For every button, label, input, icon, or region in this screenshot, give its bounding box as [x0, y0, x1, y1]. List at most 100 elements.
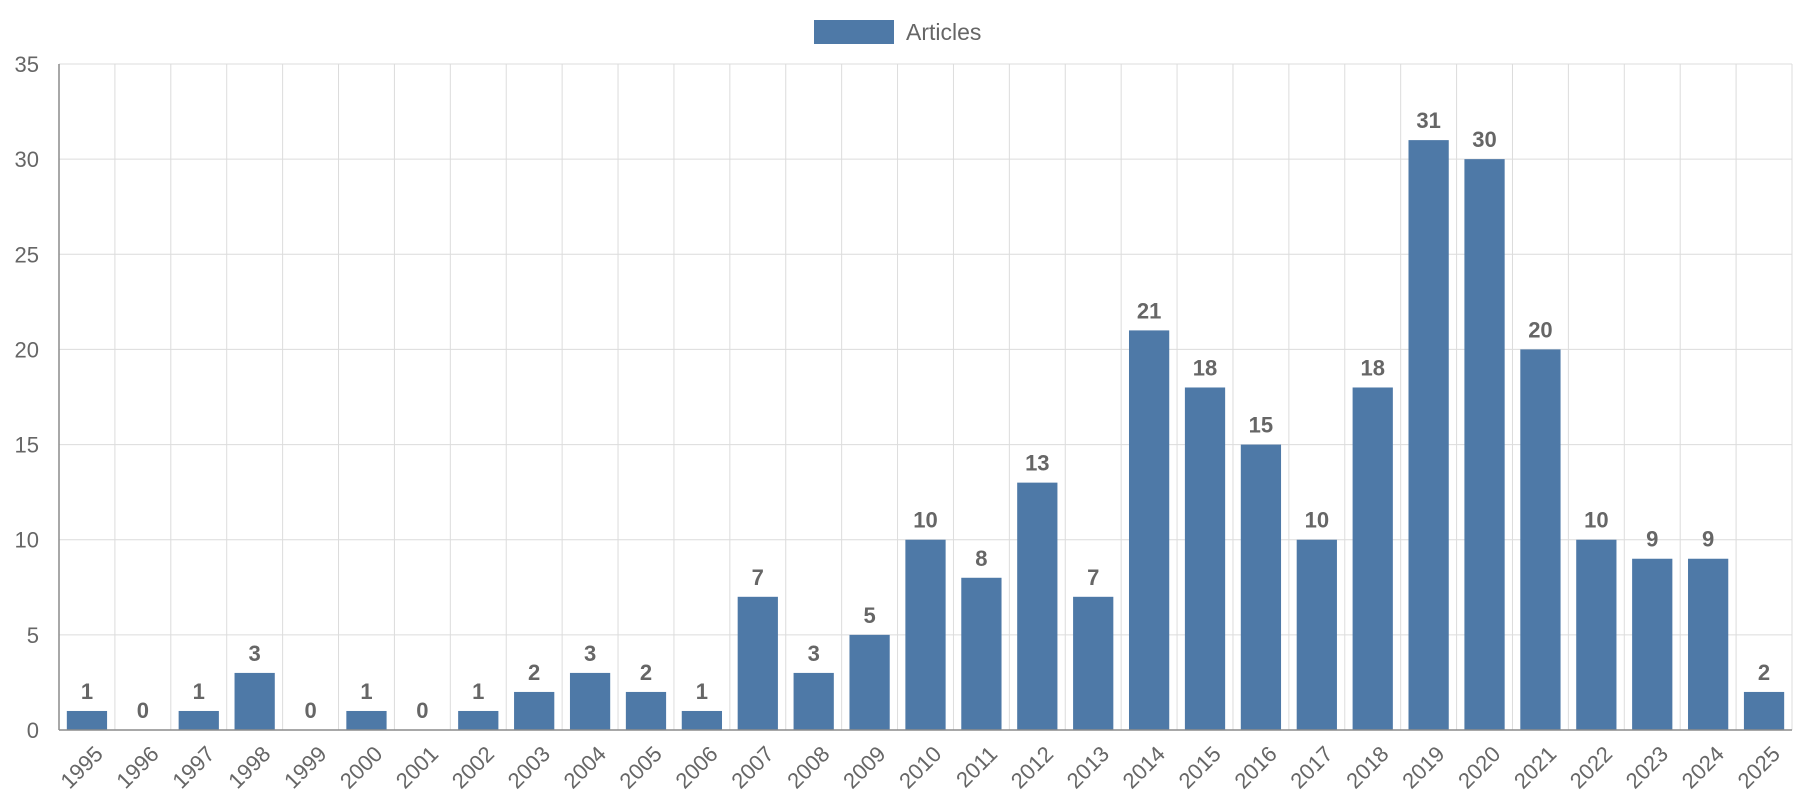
bars [66, 140, 1785, 731]
bar[interactable] [1743, 691, 1785, 730]
bar[interactable] [178, 710, 219, 730]
x-tick-label: 2012 [1006, 741, 1058, 793]
x-tick-label: 2009 [838, 741, 890, 793]
data-label: 3 [584, 641, 596, 666]
bar[interactable] [1128, 330, 1170, 730]
x-tick-label: 2015 [1174, 741, 1226, 793]
bar[interactable] [1408, 140, 1449, 731]
x-tick-label: 2024 [1677, 741, 1729, 793]
x-tick-label: 1997 [167, 741, 219, 793]
data-label: 7 [1087, 565, 1099, 590]
x-tick-label: 2016 [1229, 741, 1281, 793]
data-label: 3 [249, 641, 261, 666]
data-label: 7 [752, 565, 764, 590]
data-label: 1 [193, 679, 205, 704]
x-tick-label: 2001 [391, 741, 443, 793]
bar[interactable] [849, 634, 890, 730]
x-tick-label: 2007 [726, 741, 778, 793]
bar[interactable] [66, 710, 108, 730]
data-label: 1 [360, 679, 372, 704]
x-tick-label: 2023 [1621, 741, 1673, 793]
data-label: 9 [1702, 527, 1714, 552]
y-tick-label: 0 [27, 718, 39, 743]
y-tick-label: 25 [15, 242, 39, 267]
x-tick-label: 1996 [111, 741, 163, 793]
data-label: 18 [1360, 355, 1384, 380]
bar[interactable] [1632, 558, 1673, 730]
y-tick-label: 30 [15, 147, 39, 172]
bar[interactable] [961, 577, 1002, 730]
x-tick-label: 2025 [1733, 741, 1785, 793]
x-tick-label: 2019 [1397, 741, 1449, 793]
bar[interactable] [458, 710, 499, 730]
data-label: 0 [137, 698, 149, 723]
bar[interactable] [1520, 349, 1561, 730]
data-label: 1 [696, 679, 708, 704]
x-tick-label: 2018 [1341, 741, 1393, 793]
data-label: 15 [1249, 413, 1273, 438]
axes [58, 64, 1792, 731]
bar[interactable] [625, 691, 667, 730]
x-tick-label: 1995 [56, 741, 108, 793]
bar[interactable] [905, 539, 946, 730]
y-tick-label: 5 [27, 623, 39, 648]
data-label: 20 [1528, 317, 1552, 342]
data-label: 10 [1305, 508, 1329, 533]
x-tick-label: 2011 [951, 741, 1002, 792]
data-label: 1 [472, 679, 484, 704]
bar[interactable] [1464, 159, 1505, 731]
bar[interactable] [1184, 387, 1226, 730]
bar[interactable] [1688, 558, 1729, 730]
bar[interactable] [569, 672, 611, 730]
bar[interactable] [737, 596, 778, 730]
bar[interactable] [793, 672, 834, 730]
data-label: 2 [1758, 660, 1770, 685]
data-label: 0 [304, 698, 316, 723]
x-tick-label: 1999 [279, 741, 331, 793]
y-tick-label: 15 [15, 433, 39, 458]
value-labels: 1013010123217351081372118151018313020109… [81, 108, 1770, 723]
y-axis-ticks: 0 5 10 15 20 25 30 35 [15, 52, 39, 743]
data-label: 10 [1584, 508, 1608, 533]
data-label: 1 [81, 679, 93, 704]
x-tick-label: 2003 [503, 741, 555, 793]
grid [59, 63, 1793, 731]
bar[interactable] [1073, 596, 1114, 730]
x-tick-label: 2013 [1062, 741, 1114, 793]
x-tick-label: 2004 [559, 741, 611, 793]
bar[interactable] [1352, 387, 1393, 730]
bar[interactable] [514, 691, 555, 730]
data-label: 2 [640, 660, 652, 685]
y-tick-label: 35 [15, 52, 39, 77]
legend[interactable]: Articles [814, 19, 981, 45]
data-label: 10 [913, 508, 937, 533]
x-tick-label: 2021 [1509, 741, 1561, 793]
x-tick-label: 2002 [447, 741, 499, 793]
data-label: 13 [1025, 451, 1049, 476]
bar[interactable] [681, 710, 723, 730]
data-label: 30 [1472, 127, 1496, 152]
x-tick-label: 2000 [335, 741, 387, 793]
x-tick-label: 2008 [782, 741, 834, 793]
data-label: 0 [416, 698, 428, 723]
bar[interactable] [1240, 444, 1282, 730]
x-tick-label: 2010 [894, 741, 946, 793]
x-tick-label: 2017 [1285, 741, 1337, 793]
data-label: 31 [1416, 108, 1440, 133]
bar[interactable] [1017, 482, 1058, 730]
x-tick-label: 2006 [670, 741, 722, 793]
y-tick-label: 10 [15, 528, 39, 553]
legend-label: Articles [906, 19, 981, 45]
bar[interactable] [346, 710, 387, 730]
x-tick-label: 2005 [615, 741, 667, 793]
data-label: 3 [808, 641, 820, 666]
bar[interactable] [1296, 539, 1337, 730]
data-label: 18 [1193, 355, 1217, 380]
bar[interactable] [1576, 539, 1617, 730]
data-label: 21 [1137, 298, 1161, 323]
bar[interactable] [234, 672, 275, 730]
legend-swatch [814, 20, 894, 44]
y-tick-label: 20 [15, 337, 39, 362]
